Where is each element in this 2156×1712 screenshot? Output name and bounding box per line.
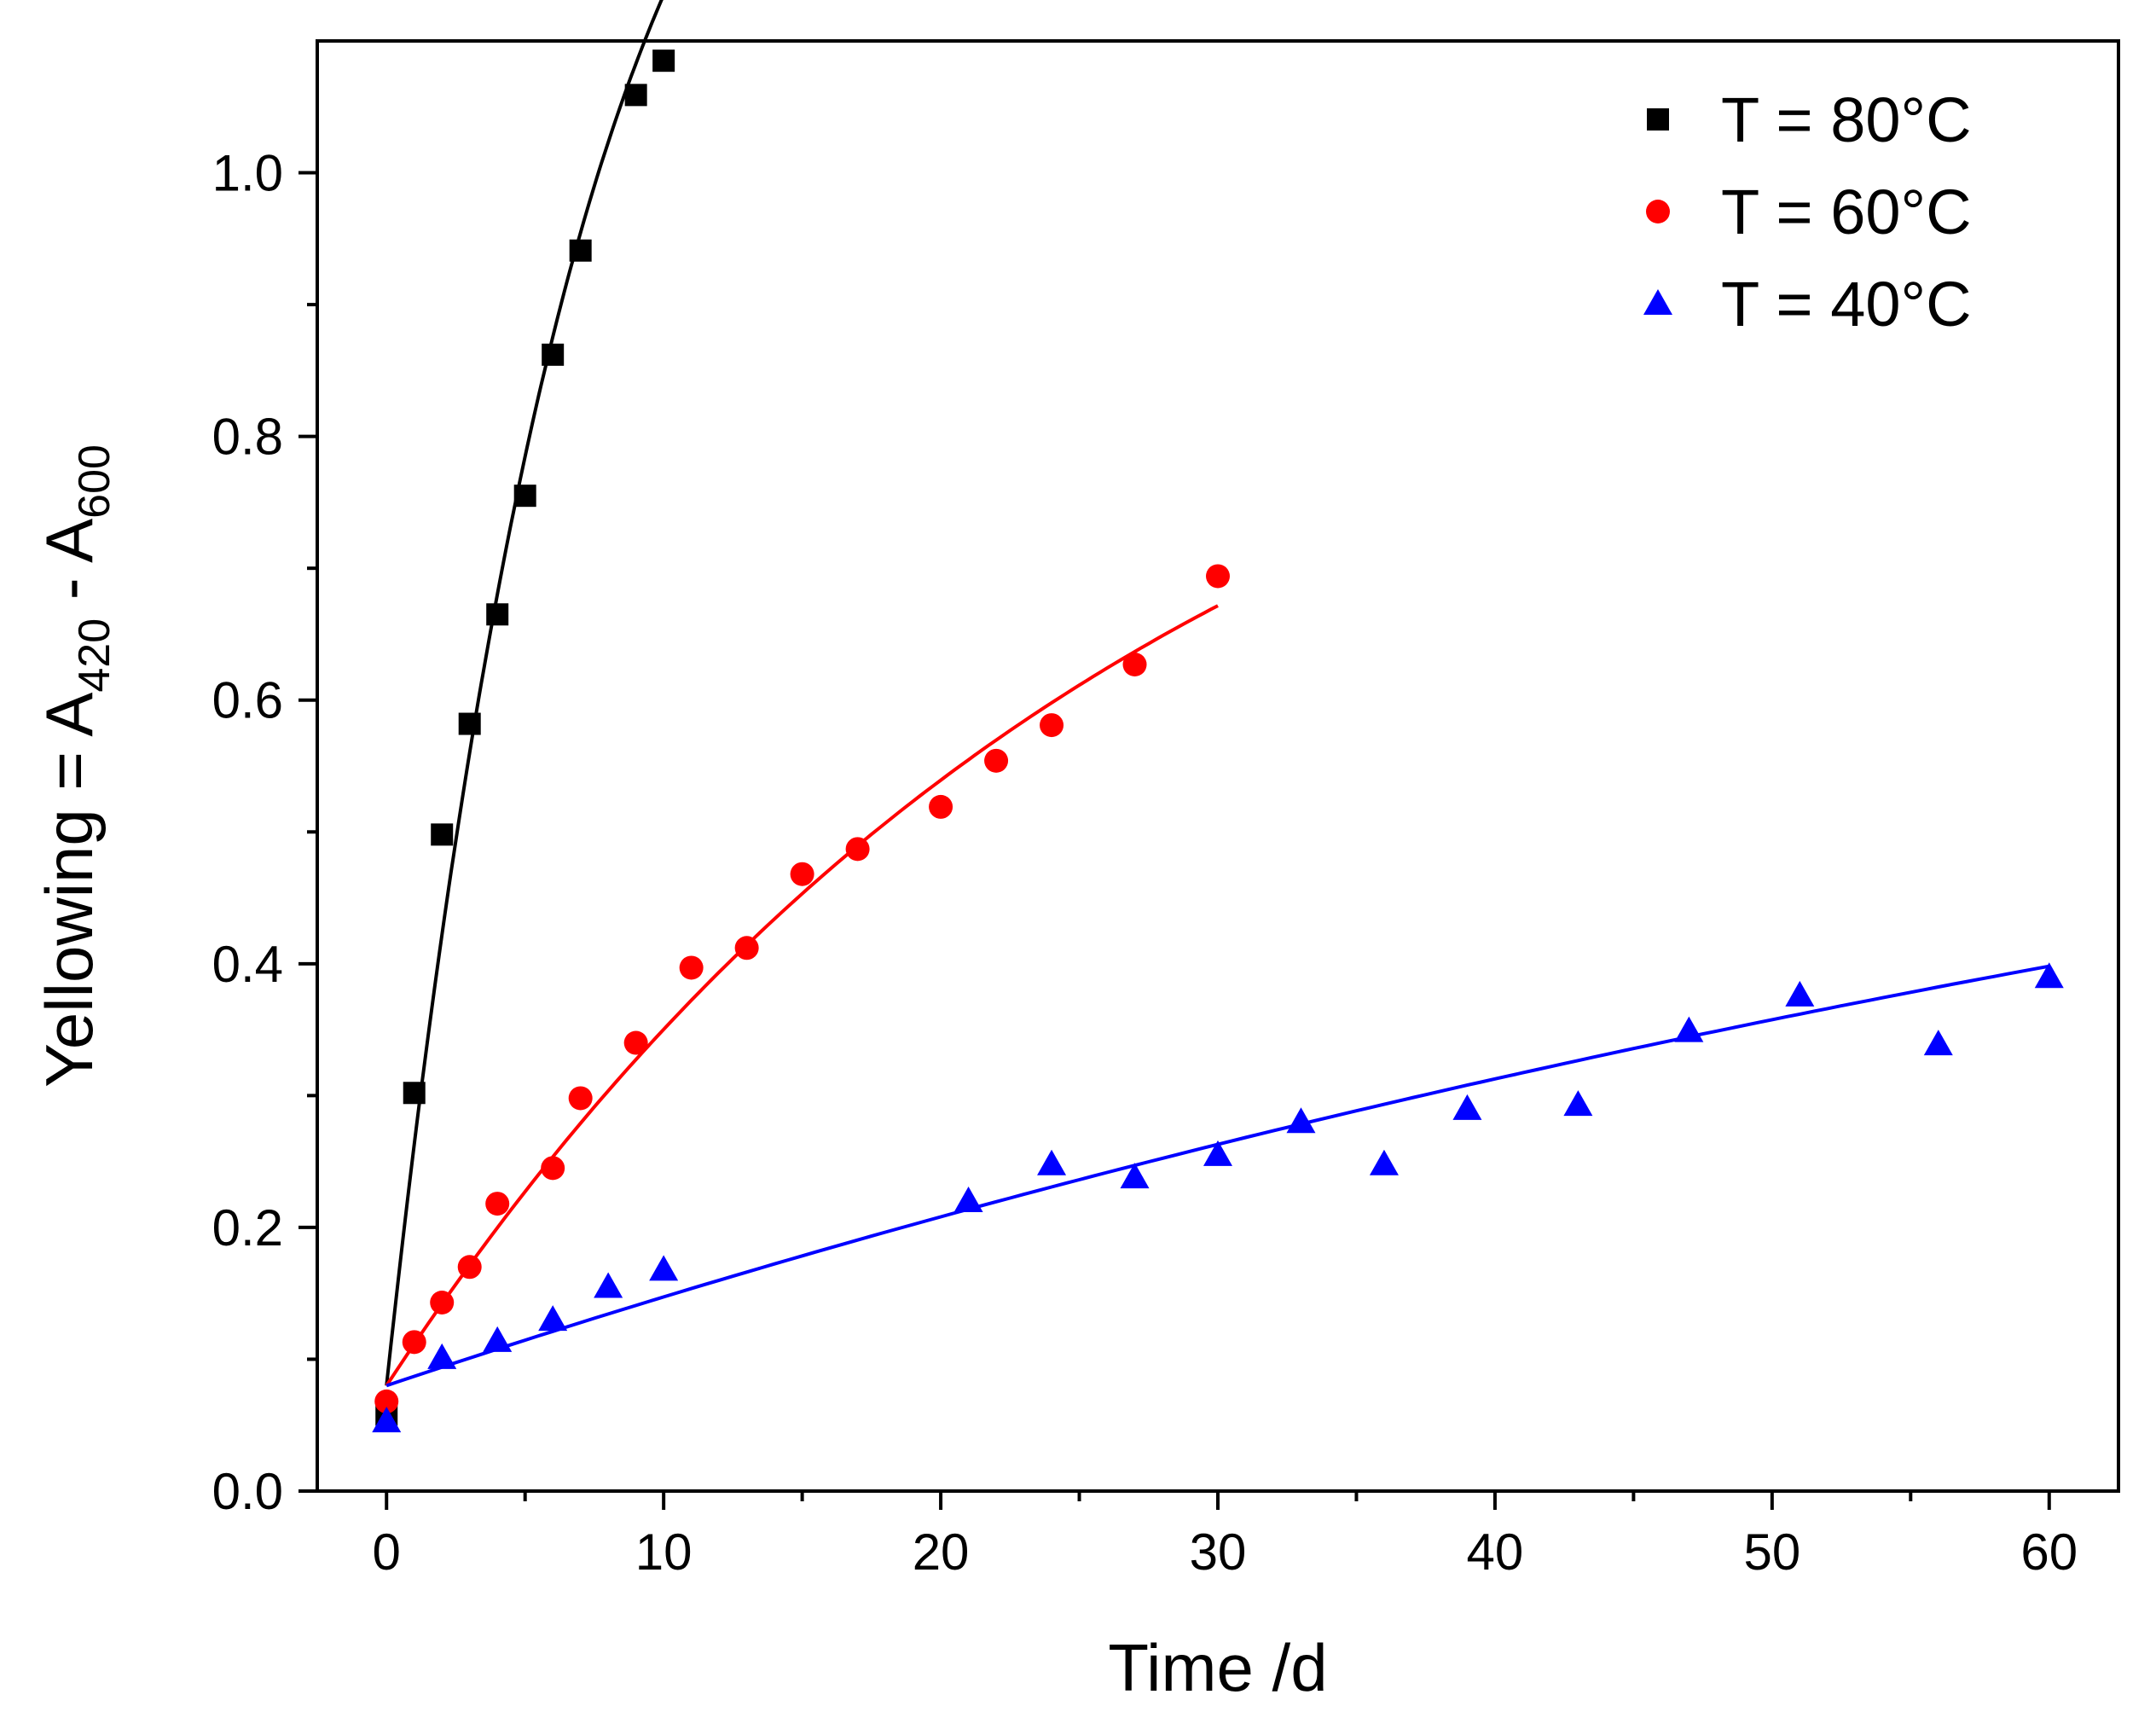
data-point (679, 955, 704, 980)
data-point (1563, 1090, 1593, 1117)
data-point (1037, 1149, 1067, 1175)
data-point (1286, 1107, 1316, 1134)
data-point (594, 1272, 623, 1298)
fit-curve (385, 604, 1219, 1387)
legend-label: T = 80°C (1721, 84, 1972, 155)
data-point (1122, 653, 1147, 676)
data-point (486, 603, 509, 626)
data-point (1369, 1149, 1399, 1175)
data-point (403, 1082, 426, 1105)
data-point (372, 1407, 402, 1433)
data-point (1923, 1030, 1953, 1056)
data-points (372, 49, 2064, 1433)
data-point (457, 1255, 482, 1280)
data-point (1040, 713, 1064, 738)
data-point (1203, 1140, 1232, 1166)
data-point (953, 1187, 983, 1212)
data-point (1120, 1163, 1150, 1189)
data-point (541, 1156, 565, 1181)
y-axis-title-mid: - A (32, 519, 107, 618)
y-tick-label: 0.2 (212, 1199, 283, 1256)
data-point (431, 823, 454, 846)
data-point (542, 343, 565, 366)
data-point (652, 49, 675, 73)
y-axis-title-base: Yellowing = A (32, 693, 107, 1088)
y-axis-title: Yellowing = A420 - A600 (32, 444, 119, 1088)
legend-label: T = 60°C (1721, 177, 1972, 247)
data-point (427, 1343, 457, 1369)
fit-curve (385, 0, 664, 1386)
data-point (513, 485, 536, 508)
x-tick-label: 40 (1467, 1523, 1524, 1581)
legend-marker (1646, 200, 1670, 223)
data-point (402, 1330, 426, 1355)
data-point (790, 862, 814, 886)
data-point (569, 239, 592, 262)
x-axis-title: Time /d (1108, 1630, 1327, 1705)
data-point (845, 837, 870, 862)
data-point (984, 748, 1009, 773)
y-axis: 0.0 0.2 0.4 0.6 0.8 1.0 (212, 145, 317, 1520)
x-tick-label: 20 (913, 1523, 970, 1581)
data-point (568, 1086, 593, 1111)
data-point (430, 1291, 455, 1314)
data-point (734, 936, 759, 960)
data-point (624, 84, 647, 107)
y-tick-label: 0.6 (212, 672, 283, 729)
data-point (483, 1326, 513, 1352)
data-point (1674, 1016, 1704, 1042)
data-point (649, 1255, 679, 1281)
legend-marker (1643, 289, 1672, 315)
x-tick-label: 50 (1743, 1523, 1800, 1581)
data-point (1785, 980, 1815, 1007)
data-point (2034, 962, 2064, 989)
x-tick-label: 0 (373, 1523, 401, 1581)
data-point (485, 1192, 510, 1216)
data-point (1452, 1094, 1482, 1120)
data-point (623, 1030, 648, 1055)
y-axis-title-sub2: 600 (70, 444, 119, 519)
x-tick-label: 60 (2020, 1523, 2078, 1581)
legend-label: T = 40°C (1721, 269, 1972, 339)
data-point (374, 1389, 399, 1413)
x-tick-label: 30 (1190, 1523, 1247, 1581)
data-point (458, 712, 481, 735)
x-axis: 0 10 20 30 40 50 60 (373, 1491, 2078, 1581)
y-tick-label: 1.0 (212, 145, 283, 202)
data-point (929, 794, 953, 819)
legend-marker (1647, 108, 1669, 131)
data-point (538, 1305, 568, 1332)
x-tick-label: 10 (635, 1523, 693, 1581)
y-tick-label: 0.4 (212, 936, 283, 993)
y-tick-label: 0.0 (212, 1463, 283, 1520)
y-axis-title-sub1: 420 (70, 618, 119, 693)
data-point (1206, 564, 1230, 589)
legend: T = 80°C T = 60°C T = 40°C (1643, 84, 1972, 339)
y-tick-label: 0.8 (212, 409, 283, 466)
